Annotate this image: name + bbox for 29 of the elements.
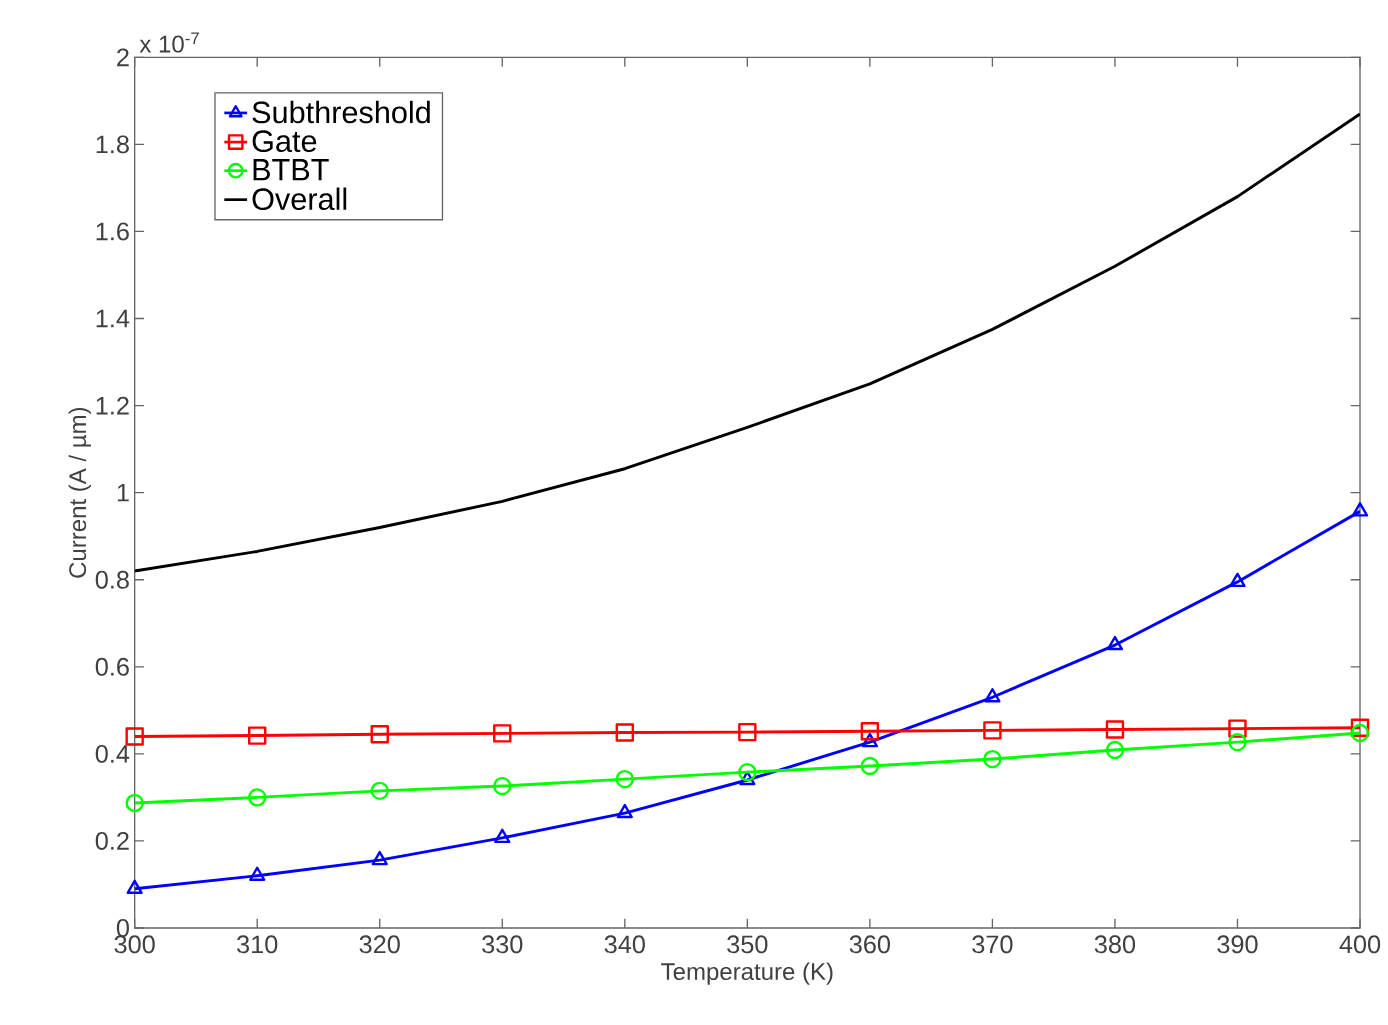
legend-label: Gate [252, 130, 317, 152]
y-tick-label: 0.4 [95, 744, 130, 763]
legend-label: Subthreshold [252, 100, 430, 124]
x-tick-label: 330 [482, 935, 523, 954]
x-tick-label: 350 [727, 935, 768, 954]
y-tick-label: 0 [116, 918, 129, 937]
x-tick-label: 380 [1094, 935, 1136, 954]
x-tick-label: 320 [359, 935, 400, 954]
x-tick-label: 310 [237, 935, 278, 954]
y-tick-label: 1.2 [96, 396, 129, 415]
x-tick-label: 370 [972, 935, 1013, 954]
x-tick-label: 340 [604, 935, 645, 954]
y-tick-label: 2 [117, 48, 129, 67]
y-tick-label: 0.6 [95, 657, 129, 676]
text: x 10$^{-7}$ [139, 32, 199, 53]
y-tick-label: 1.4 [96, 309, 130, 328]
y-tick-label: 0.8 [95, 570, 129, 589]
legend-label: Overall [252, 187, 347, 210]
x-tick-label: 400 [1339, 935, 1381, 954]
legend-label: BTBT [253, 158, 329, 181]
x-tick-label: 300 [114, 935, 155, 954]
x-axis-title: Temperature (K) [661, 962, 833, 985]
x-tick-label: 390 [1217, 935, 1258, 954]
y-tick-label: 0.2 [95, 831, 129, 850]
x-tick-label: 360 [849, 935, 890, 954]
y-tick-label: 1.8 [96, 135, 129, 154]
y-tick-label: 1 [117, 483, 129, 502]
y-axis-title: Current (A / µm) [68, 407, 91, 578]
y-tick-label: 1.6 [96, 222, 129, 241]
